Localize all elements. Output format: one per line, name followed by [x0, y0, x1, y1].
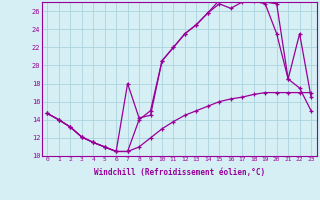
X-axis label: Windchill (Refroidissement éolien,°C): Windchill (Refroidissement éolien,°C) — [94, 168, 265, 177]
